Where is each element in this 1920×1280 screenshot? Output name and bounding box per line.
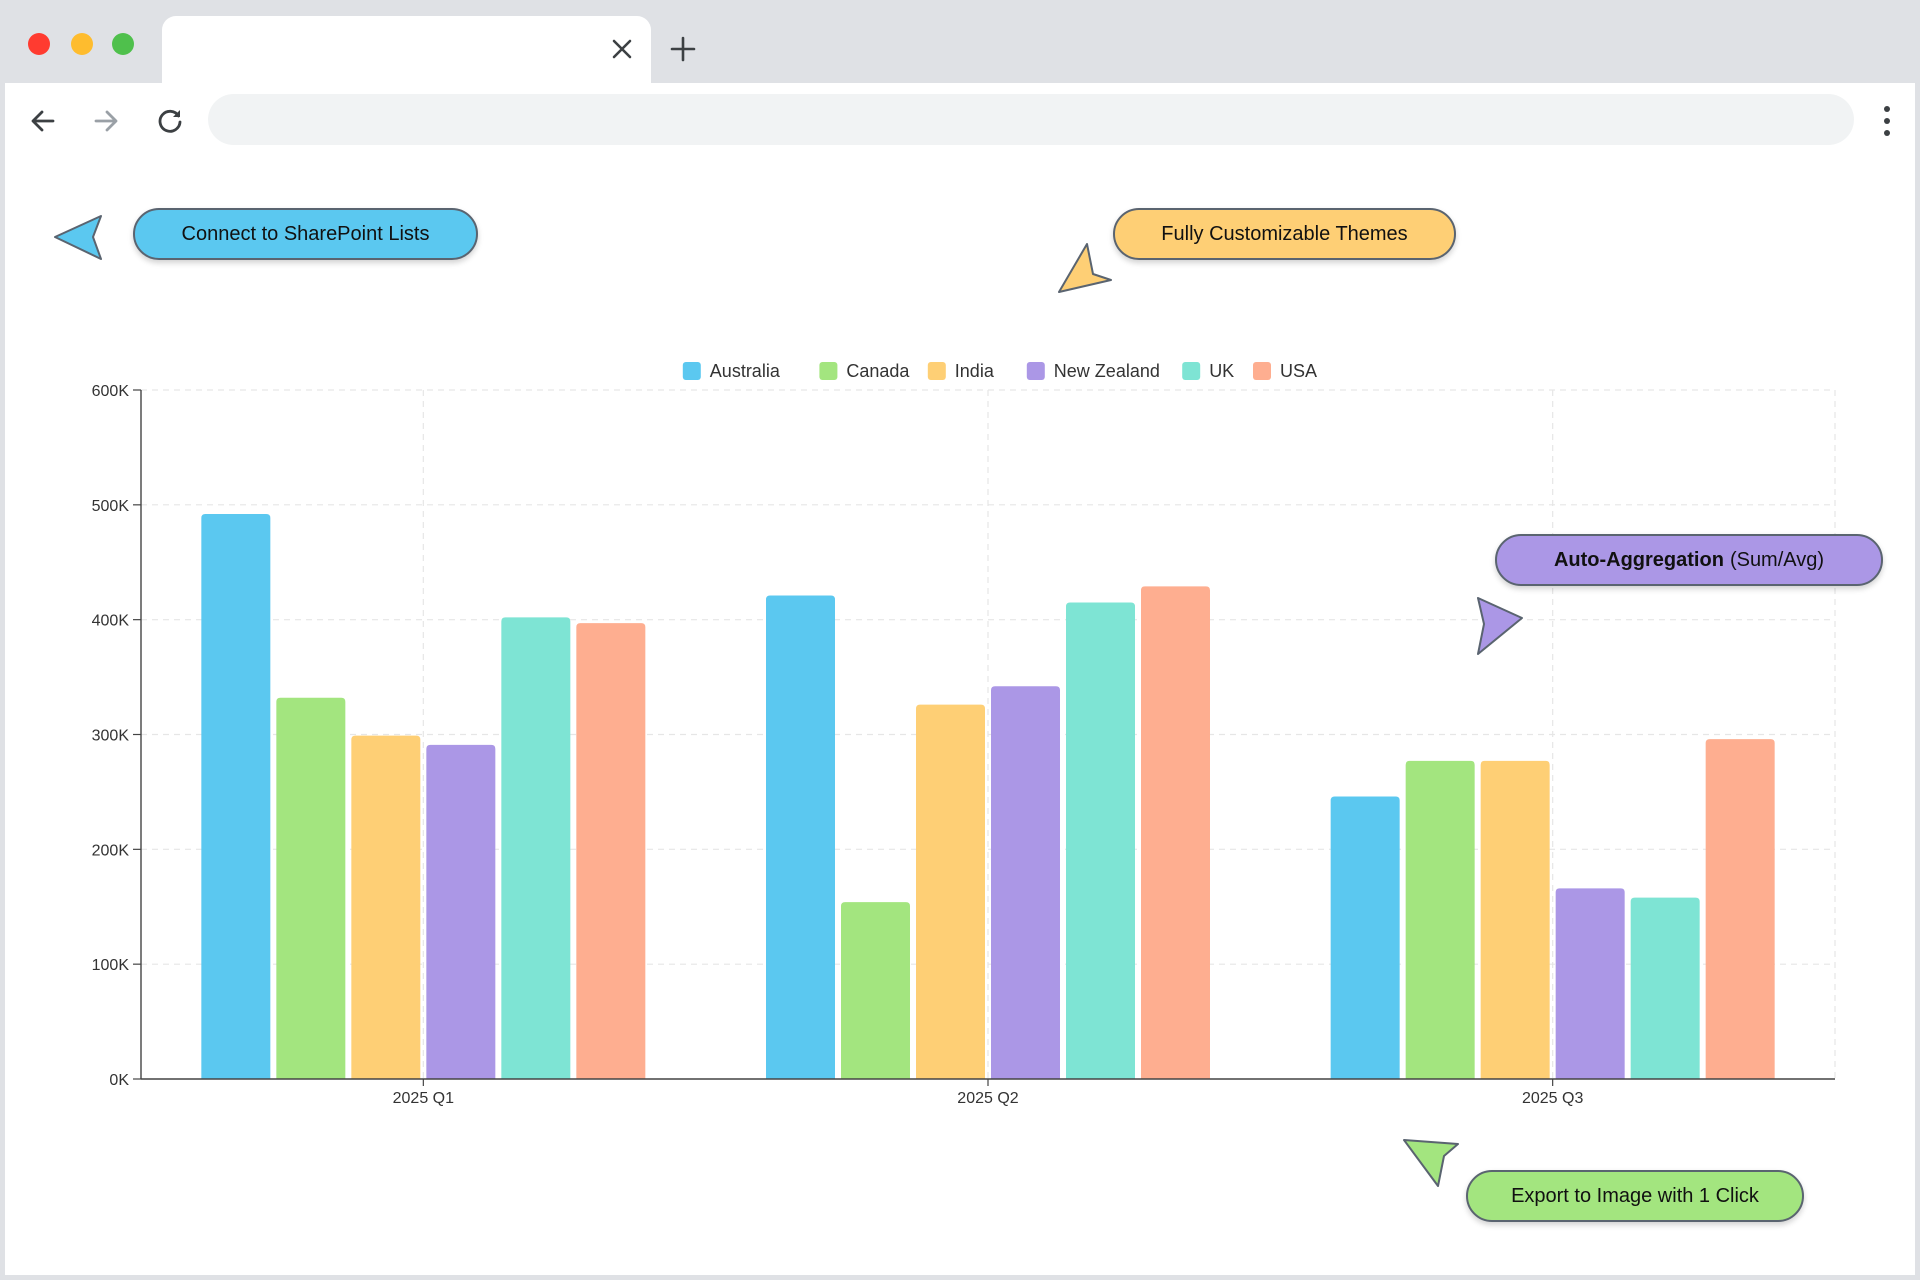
bar (841, 902, 910, 1079)
themes-callout: Fully Customizable Themes (1113, 208, 1456, 260)
y-tick-label: 200K (92, 842, 130, 859)
bar (1141, 586, 1210, 1079)
tab-bar (0, 0, 1920, 83)
bar (991, 686, 1060, 1079)
plus-icon[interactable] (668, 34, 698, 64)
bar (1705, 739, 1775, 1079)
browser-tab[interactable] (162, 16, 651, 83)
themes-callout-text: Fully Customizable Themes (1161, 222, 1408, 245)
bar-chart: 0K 100K 200K 300K 400K 500K 600K 2025 Q1 2025 Q2… (92, 361, 1836, 1107)
x-tick-label: 2025 Q3 (1522, 1090, 1583, 1107)
close-window-button[interactable] (28, 33, 50, 55)
sharepoint-pointer-icon (54, 215, 102, 260)
bar (1066, 602, 1135, 1079)
legend-swatch (1182, 362, 1201, 380)
themes-pointer-icon (1058, 243, 1112, 293)
legend-swatch (1026, 362, 1045, 380)
maximize-window-button[interactable] (112, 33, 134, 55)
back-arrow-icon[interactable] (27, 105, 59, 137)
address-bar[interactable] (208, 94, 1854, 145)
minimize-window-button[interactable] (71, 33, 93, 55)
bar (916, 704, 985, 1079)
aggregation-callout-bold: Auto-Aggregation (1553, 548, 1724, 571)
bar (1405, 760, 1475, 1079)
aggregation-callout: Auto-Aggregation (Sum/Avg) (1495, 534, 1883, 586)
bar (576, 623, 646, 1079)
bar (351, 735, 421, 1079)
aggregation-callout-rest: (Sum/Avg) (1729, 548, 1825, 571)
bar (766, 595, 835, 1079)
y-tick-label: 0K (109, 1072, 129, 1089)
x-tick-label: 2025 Q2 (957, 1090, 1018, 1107)
aggregation-pointer-icon (1477, 597, 1523, 655)
legend-swatch (1253, 362, 1271, 380)
legend-swatch (682, 362, 701, 380)
export-pointer-icon (1403, 1139, 1459, 1187)
more-menu-icon[interactable] (1881, 103, 1893, 139)
export-callout-text: Export to Image with 1 Click (1511, 1184, 1759, 1207)
y-tick-label: 500K (92, 498, 130, 515)
bar (501, 617, 571, 1079)
bar (1330, 796, 1400, 1079)
page-content: 0K 100K 200K 300K 400K 500K 600K 2025 Q1 2025 Q2… (5, 158, 1915, 1275)
legend-label: Australia (710, 361, 781, 381)
legend-label: USA (1280, 361, 1317, 381)
legend-swatch (819, 362, 838, 380)
sharepoint-callout-text: Connect to SharePoint Lists (181, 222, 430, 245)
bar (1555, 888, 1625, 1079)
browser-toolbar (5, 83, 1915, 158)
bar (426, 744, 496, 1079)
legend-label: India (955, 361, 995, 381)
forward-arrow-icon[interactable] (90, 105, 122, 137)
bar (1630, 897, 1700, 1079)
y-tick-label: 600K (92, 383, 130, 400)
export-callout: Export to Image with 1 Click (1466, 1170, 1804, 1222)
bar (201, 514, 271, 1079)
legend-label: UK (1209, 361, 1234, 381)
bar (276, 697, 346, 1079)
close-icon[interactable] (609, 36, 635, 62)
bar (1480, 760, 1550, 1079)
legend-label: New Zealand (1054, 361, 1160, 381)
sharepoint-callout: Connect to SharePoint Lists (133, 208, 478, 260)
legend-label: Canada (846, 361, 910, 381)
reload-icon[interactable] (154, 105, 186, 137)
x-tick-label: 2025 Q1 (393, 1090, 454, 1107)
legend-swatch (927, 362, 946, 380)
y-tick-label: 400K (92, 613, 130, 630)
y-tick-label: 300K (92, 728, 130, 745)
y-tick-label: 100K (92, 957, 130, 974)
